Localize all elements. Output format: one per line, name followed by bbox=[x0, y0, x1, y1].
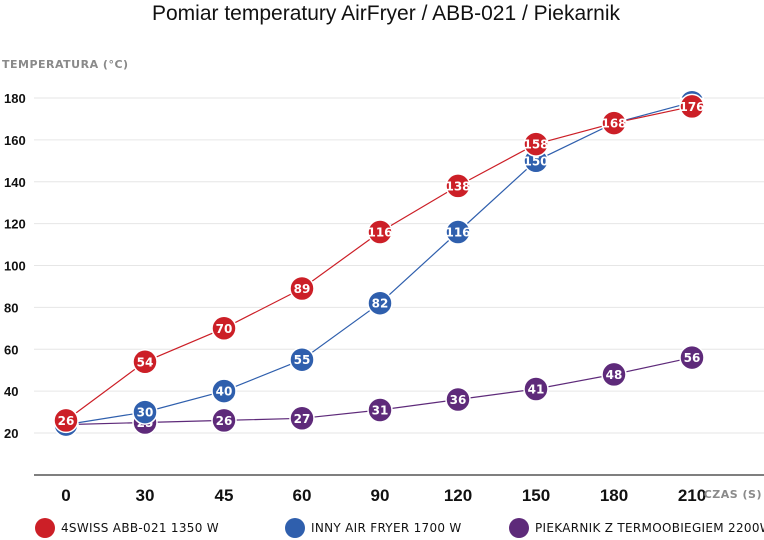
y-tick-label: 140 bbox=[4, 175, 26, 190]
data-label: 116 bbox=[367, 226, 392, 240]
data-point bbox=[445, 386, 471, 413]
y-tick-label: 40 bbox=[4, 384, 18, 399]
x-tick-label: 180 bbox=[600, 486, 628, 505]
y-tick-label: 20 bbox=[4, 426, 18, 441]
data-point bbox=[601, 361, 627, 388]
data-point bbox=[679, 93, 705, 120]
x-tick-label: 60 bbox=[293, 486, 312, 505]
x-axis-label: CZAS (S) bbox=[704, 488, 762, 501]
legend-label: PIEKARNIK Z TERMOOBIEGIEM 2200W bbox=[535, 521, 764, 535]
legend-marker bbox=[509, 518, 529, 538]
data-label: 138 bbox=[445, 179, 470, 193]
data-label: 82 bbox=[372, 297, 389, 311]
x-tick-label: 0 bbox=[61, 486, 70, 505]
data-label: 70 bbox=[216, 322, 233, 336]
gridlines bbox=[34, 97, 764, 434]
legend-item: PIEKARNIK Z TERMOOBIEGIEM 2200W bbox=[509, 518, 764, 538]
legend-label: INNY AIR FRYER 1700 W bbox=[311, 521, 462, 535]
data-label: 26 bbox=[58, 414, 75, 428]
data-label: 30 bbox=[137, 406, 154, 420]
data-label: 176 bbox=[679, 100, 704, 114]
data-point bbox=[53, 407, 79, 434]
data-label: 56 bbox=[684, 351, 701, 365]
y-tick-label: 160 bbox=[4, 133, 26, 148]
data-label: 55 bbox=[294, 353, 311, 367]
data-point bbox=[132, 349, 158, 375]
data-label: 168 bbox=[601, 117, 626, 131]
x-tick-label: 90 bbox=[371, 486, 390, 505]
data-point bbox=[132, 399, 158, 425]
data-label: 26 bbox=[216, 414, 233, 428]
data-point bbox=[211, 378, 237, 404]
legend-item: 4SWISS ABB-021 1350 W bbox=[35, 518, 219, 538]
data-point bbox=[601, 110, 627, 136]
data-point bbox=[289, 275, 315, 302]
data-point bbox=[211, 315, 237, 342]
data-label: 150 bbox=[523, 154, 548, 168]
data-point bbox=[367, 397, 393, 423]
legend-label: 4SWISS ABB-021 1350 W bbox=[61, 521, 219, 535]
data-point bbox=[523, 131, 549, 157]
data-point bbox=[679, 344, 705, 371]
data-label: 36 bbox=[450, 393, 467, 407]
series-line bbox=[65, 105, 693, 421]
x-tick-label: 210 bbox=[678, 486, 706, 505]
series-1: 26 54 70 89 116 138 158 168 176 bbox=[53, 93, 705, 434]
y-tick-labels: 20 40 60 80 100 120 140 160 180 bbox=[4, 91, 26, 441]
x-tick-labels: 0 30 45 60 90 120 150 180 210 bbox=[61, 486, 706, 505]
data-label: 31 bbox=[372, 404, 389, 418]
y-tick-label: 80 bbox=[4, 300, 18, 315]
data-label: 158 bbox=[523, 138, 548, 152]
x-tick-label: 30 bbox=[136, 486, 155, 505]
y-tick-label: 100 bbox=[4, 259, 26, 274]
y-axis-label: TEMPERATURA (°C) bbox=[2, 58, 129, 71]
data-label: 116 bbox=[445, 226, 470, 240]
legend-marker bbox=[35, 518, 55, 538]
data-label: 41 bbox=[528, 383, 545, 397]
legend-item: INNY AIR FRYER 1700 W bbox=[285, 518, 462, 538]
data-label: 40 bbox=[216, 385, 233, 399]
data-label: 89 bbox=[294, 282, 311, 296]
data-point bbox=[289, 405, 315, 432]
series-layer: 2425262731364148562430405582116150168178… bbox=[53, 89, 705, 438]
y-tick-label: 60 bbox=[4, 342, 18, 357]
legend: 4SWISS ABB-021 1350 W INNY AIR FRYER 1700… bbox=[35, 518, 764, 538]
data-point bbox=[289, 346, 315, 373]
legend-marker bbox=[285, 518, 305, 538]
data-label: 27 bbox=[294, 412, 311, 426]
data-label: 48 bbox=[606, 368, 623, 382]
chart-title: Pomiar temperatury AirFryer / ABB-021 / … bbox=[152, 2, 620, 25]
y-tick-label: 120 bbox=[4, 217, 26, 232]
x-tick-label: 150 bbox=[522, 486, 550, 505]
y-tick-label: 180 bbox=[4, 91, 26, 106]
data-label: 54 bbox=[137, 355, 154, 369]
x-tick-label: 120 bbox=[444, 486, 472, 505]
data-point bbox=[445, 173, 471, 199]
x-tick-label: 45 bbox=[215, 486, 234, 505]
data-point bbox=[523, 376, 549, 402]
data-point bbox=[367, 219, 393, 245]
series-line bbox=[65, 101, 693, 426]
data-point bbox=[445, 219, 471, 245]
data-point bbox=[211, 407, 237, 434]
data-point bbox=[367, 290, 393, 316]
